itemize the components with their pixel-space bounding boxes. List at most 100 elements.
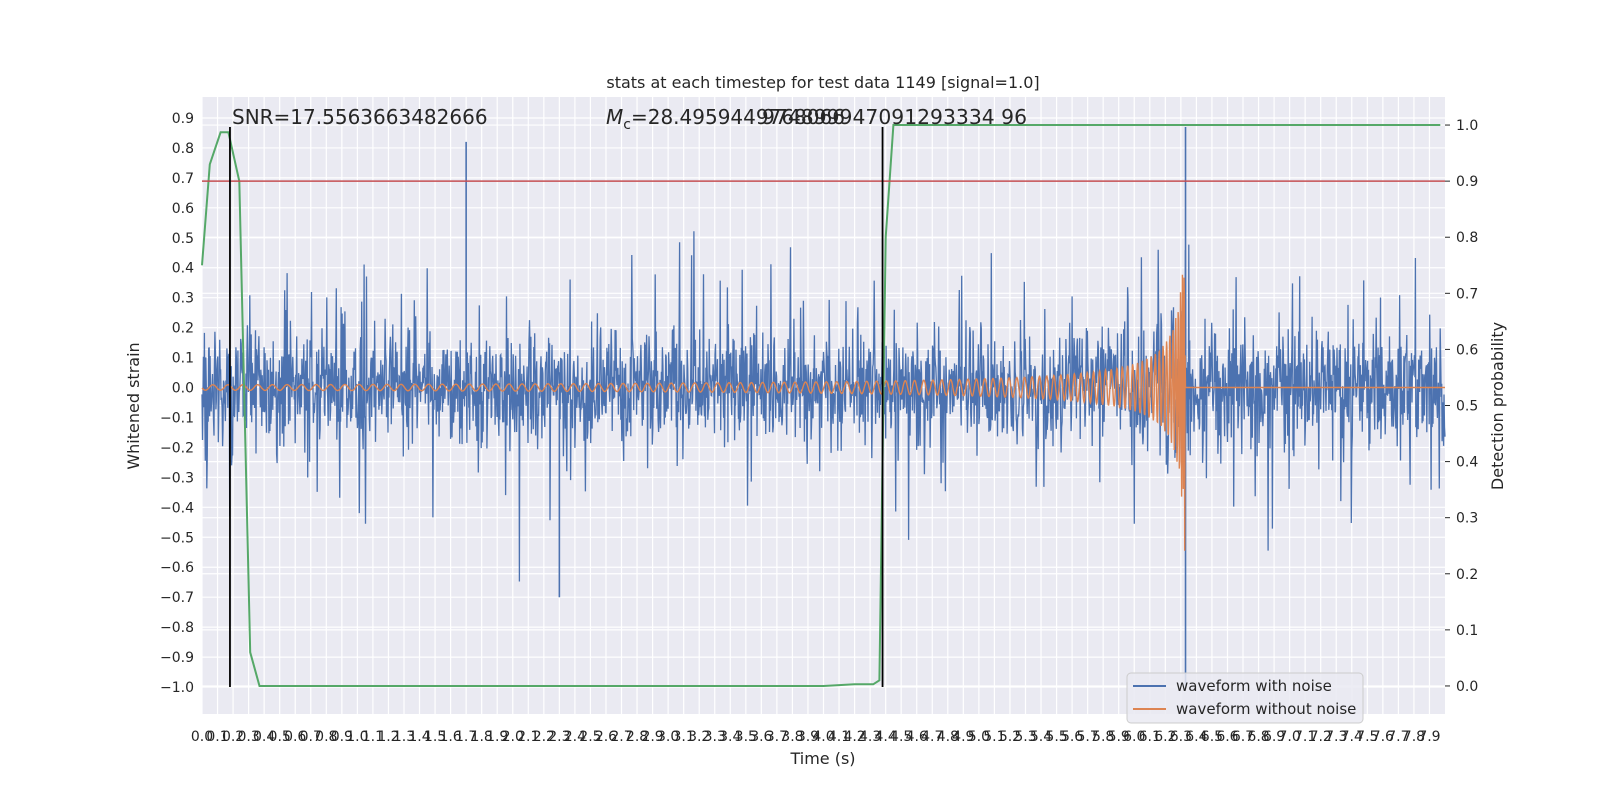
y-tick-label: 0.4 (172, 261, 194, 277)
legend: waveform with noise waveform without noi… (1126, 672, 1364, 724)
x-tick-label: 1.0 (346, 729, 368, 745)
x-tick-label: 0.7 (300, 729, 322, 745)
x-tick-label: 1.9 (486, 729, 508, 745)
x-tick-label: 4.5 (890, 729, 912, 745)
x-tick-label: 1.3 (393, 729, 415, 745)
x-tick-label: 6.9 (1263, 729, 1285, 745)
y-tick-label: 0.8 (172, 141, 194, 157)
x-tick-label: 5.5 (1045, 729, 1067, 745)
x-tick-label: 3.7 (766, 729, 788, 745)
x-tick-label: 2.1 (517, 729, 539, 745)
x-tick-label: 7.9 (1418, 729, 1440, 745)
chirp-mass-symbol: M (606, 105, 623, 129)
y-tick-label: −0.5 (160, 530, 194, 546)
series-waveform-with-noise (201, 126, 1446, 688)
y-tick-label: 0.6 (172, 201, 194, 217)
y-tick-label: −0.4 (160, 500, 194, 516)
x-tick-label: 6.8 (1247, 729, 1269, 745)
x-tick-label: 2.2 (533, 729, 555, 745)
x-tick-label: 0.3 (237, 729, 259, 745)
x-tick-label: 1.1 (362, 729, 384, 745)
x-tick-label: 1.6 (439, 729, 461, 745)
x-tick-label: 3.5 (735, 729, 757, 745)
x-tick-label: 3.0 (657, 729, 679, 745)
x-tick-label: 6.5 (1201, 729, 1223, 745)
series-waveform-without-noise (201, 274, 1445, 551)
y-tick-label-right: 0.3 (1456, 511, 1478, 527)
x-tick-label: 0.0 (191, 729, 213, 745)
x-tick-label: 6.6 (1216, 729, 1238, 745)
x-tick-label: 0.4 (253, 729, 275, 745)
legend-label-noise: waveform with noise (1176, 677, 1332, 695)
x-tick-label: 7.0 (1278, 729, 1300, 745)
x-tick-label: 2.8 (626, 729, 648, 745)
x-tick-label: 0.2 (222, 729, 244, 745)
y-axis-label-right: Detection probability (1488, 322, 1507, 490)
chart-title: stats at each timestep for test data 114… (606, 73, 1039, 92)
x-tick-label: 6.3 (1170, 729, 1192, 745)
x-tick-label: 0.9 (331, 729, 353, 745)
chirp-trace (201, 274, 1445, 551)
x-tick-label: 2.6 (595, 729, 617, 745)
x-tick-label: 6.4 (1185, 729, 1207, 745)
x-tick-label: 1.8 (471, 729, 493, 745)
series-detection-probability (201, 124, 1441, 687)
x-tick-label: 7.1 (1294, 729, 1316, 745)
x-tick-label: 4.3 (859, 729, 881, 745)
x-tick-label: 6.0 (1123, 729, 1145, 745)
x-tick-label: 3.9 (797, 729, 819, 745)
x-tick-label: 1.4 (408, 729, 430, 745)
x-axis-label: Time (s) (789, 749, 855, 768)
y-tick-label-right: 0.1 (1456, 623, 1478, 639)
x-tick-label: 5.7 (1077, 729, 1099, 745)
x-tick-label: 2.3 (548, 729, 570, 745)
x-tick-label: 7.6 (1372, 729, 1394, 745)
x-tick-label: 7.2 (1310, 729, 1332, 745)
x-tick-label: 6.2 (1154, 729, 1176, 745)
noise-trace (201, 231, 1446, 582)
x-tick-label: 0.5 (269, 729, 291, 745)
x-tick-label: 4.9 (952, 729, 974, 745)
y-tick-label: −0.8 (160, 620, 194, 636)
reference-lines (202, 126, 1445, 688)
y-tick-label: 0.5 (172, 231, 194, 247)
x-tick-label: 6.7 (1232, 729, 1254, 745)
legend-box (1126, 672, 1364, 724)
x-tick-label: 7.3 (1325, 729, 1347, 745)
y-tick-label-right: 0.8 (1456, 230, 1478, 246)
x-tick-label: 2.7 (610, 729, 632, 745)
x-tick-label: 0.6 (284, 729, 306, 745)
x-tick-label: 4.7 (921, 729, 943, 745)
chirp-mass-annotation: Mc=28.4959449768066 (606, 105, 845, 133)
x-tick-label: 5.1 (983, 729, 1005, 745)
x-tick-label: 3.6 (750, 729, 772, 745)
y-tick-label: 0.2 (172, 321, 194, 337)
x-tick-label: 2.4 (564, 729, 586, 745)
x-tick-label: 7.7 (1387, 729, 1409, 745)
x-tick-label: 4.0 (812, 729, 834, 745)
x-tick-label: 2.0 (502, 729, 524, 745)
x-tick-label: 4.8 (937, 729, 959, 745)
x-ticks: 0.00.10.20.30.40.50.60.70.80.91.01.11.21… (191, 729, 1441, 745)
y-tick-label: −0.1 (160, 410, 194, 426)
y-tick-label: 0.7 (172, 171, 194, 187)
x-tick-label: 4.1 (828, 729, 850, 745)
x-tick-label: 3.8 (781, 729, 803, 745)
y-tick-label: −0.3 (160, 470, 194, 486)
y-tick-label-right: 0.5 (1456, 399, 1478, 415)
y-tick-label: 0.1 (172, 351, 194, 367)
y-tick-label: −1.0 (160, 680, 194, 696)
x-tick-label: 1.2 (377, 729, 399, 745)
x-tick-label: 5.3 (1014, 729, 1036, 745)
y-tick-label: −0.2 (160, 440, 194, 456)
x-tick-label: 3.1 (673, 729, 695, 745)
x-tick-label: 5.2 (999, 729, 1021, 745)
x-tick-label: 5.8 (1092, 729, 1114, 745)
x-tick-label: 5.0 (968, 729, 990, 745)
x-tick-label: 3.3 (704, 729, 726, 745)
y-tick-label-right: 0.0 (1456, 679, 1478, 695)
x-tick-label: 3.4 (719, 729, 741, 745)
x-tick-label: 4.4 (875, 729, 897, 745)
x-tick-label: 3.2 (688, 729, 710, 745)
chirp-mass-subscript: c (623, 117, 631, 133)
